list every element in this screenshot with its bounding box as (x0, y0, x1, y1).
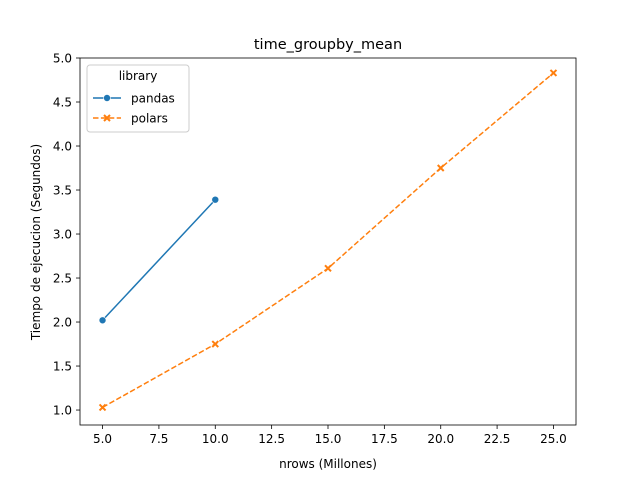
legend-label-polars: polars (131, 112, 168, 126)
y-tick-label: 2.5 (53, 272, 72, 286)
data-point-pandas (98, 316, 107, 325)
y-axis-label: Tiempo de ejecucion (Segundos) (29, 144, 43, 341)
x-tick-label: 5.0 (93, 432, 112, 446)
y-tick-label: 1.0 (53, 404, 72, 418)
y-tick-label: 1.5 (53, 360, 72, 374)
x-tick-label: 12.5 (258, 432, 285, 446)
chart-title: time_groupby_mean (254, 37, 402, 53)
data-point-polars-stroke (437, 164, 445, 172)
legend-box (86, 64, 190, 133)
data-point-polars (549, 69, 558, 77)
x-tick-label: 7.5 (149, 432, 168, 446)
x-tick-label: 25.0 (540, 432, 567, 446)
y-tick-label: 3.0 (53, 228, 72, 242)
y-tick-label: 2.0 (53, 316, 72, 330)
legend-label-pandas: pandas (131, 92, 175, 106)
data-point-polars (324, 264, 332, 273)
x-tick-label: 15.0 (315, 432, 342, 446)
data-point-polars-stroke (211, 340, 219, 348)
x-tick-label: 10.0 (202, 432, 229, 446)
x-axis-label: nrows (Millones) (279, 457, 377, 471)
y-tick-label: 4.0 (53, 140, 72, 154)
data-point-polars-stroke (98, 403, 107, 412)
plot-area: 5.0 7.5 10.0 12.5 15.0 17.5 20.0 22.5 25.0 1.0 1.5… (53, 52, 577, 446)
x-tick-label: 22.5 (484, 432, 511, 446)
legend-marker-pandas (103, 94, 111, 102)
y-tick-label: 3.5 (53, 184, 72, 198)
data-point-polars (437, 164, 445, 172)
legend-marker-polars-stroke (103, 114, 111, 122)
y-tick-label: 4.5 (53, 96, 72, 110)
y-tick-label: 5.0 (53, 52, 72, 66)
legend: library pandas polars (86, 64, 190, 133)
legend-title: library (119, 69, 158, 83)
series-line-pandas (102, 199, 216, 321)
x-tick-label: 20.0 (427, 432, 454, 446)
plot-frame (79, 57, 577, 426)
data-point-polars (98, 403, 107, 412)
data-point-polars-stroke (324, 264, 332, 273)
data-point-pandas (211, 195, 220, 204)
data-point-polars-stroke (549, 69, 558, 77)
data-point-polars (211, 340, 219, 348)
legend-marker-polars (103, 114, 111, 122)
x-tick-label: 17.5 (371, 432, 398, 446)
